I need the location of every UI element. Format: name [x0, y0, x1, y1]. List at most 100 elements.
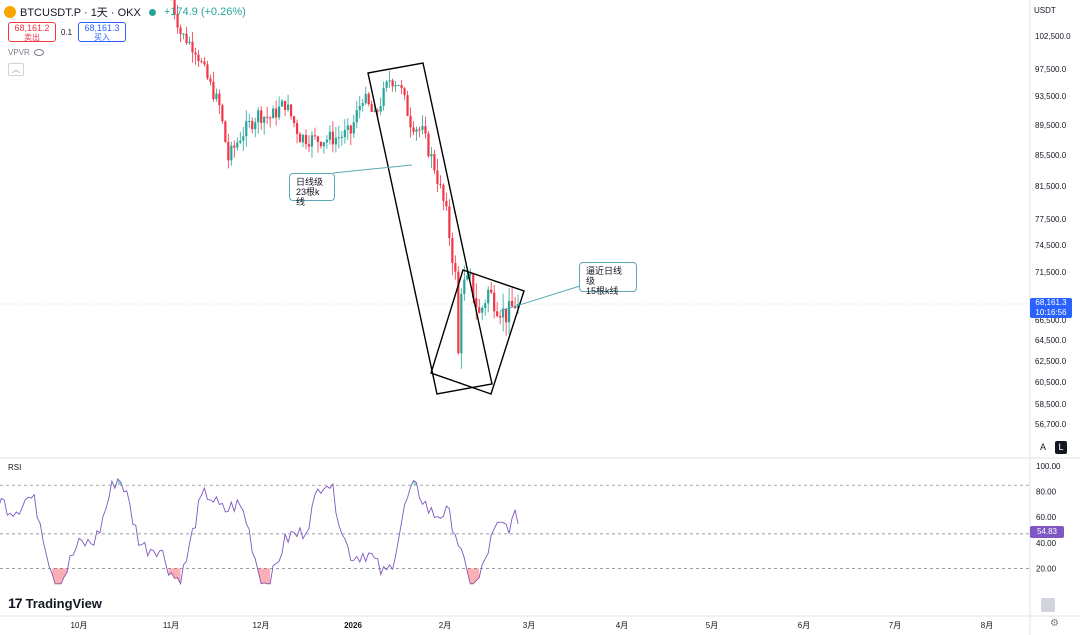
rectangle-drawing-23-bars [367, 62, 493, 395]
candle-body [394, 85, 397, 87]
rsi-oversold-fill [177, 568, 181, 584]
candle-body [203, 61, 206, 65]
chart-header: BTCUSDT.P · 1天 · OKX +174.9 (+0.26%) [4, 4, 246, 20]
candle-body [281, 100, 284, 107]
annotation-daily-23-bars[interactable]: 日线级 23根k线 [289, 173, 335, 207]
rsi-oversold-fill [261, 568, 265, 584]
candle-body [215, 93, 218, 100]
annotation-line: 逼近日线级 [586, 266, 623, 286]
candle-body [516, 304, 520, 309]
candle-body [496, 311, 499, 317]
candle-body [337, 137, 340, 139]
rsi-oversold-fill [267, 568, 271, 584]
price-axis-tick: 81,500.0 [1035, 182, 1067, 191]
candle-body [325, 139, 329, 143]
candle-body [260, 110, 263, 123]
rsi-line [0, 478, 519, 586]
price-axis-tick: 58,500.0 [1035, 400, 1067, 409]
price-axis-tick: 71,500.0 [1035, 268, 1067, 277]
candle-body [367, 93, 370, 105]
candle-body [275, 108, 278, 118]
candle-body [510, 301, 514, 307]
avatar[interactable] [1041, 598, 1055, 612]
candles [171, 0, 520, 369]
time-axis-tick: 10月 [71, 621, 88, 630]
price-axis-tick: 102,500.0 [1035, 32, 1071, 41]
candle-body [254, 122, 257, 130]
candle-body [269, 117, 272, 119]
rsi-oversold-fill [473, 568, 477, 584]
candle-body [433, 154, 436, 171]
candle-body [191, 41, 194, 53]
candle-body [439, 184, 442, 186]
currency-label[interactable]: USDT [1034, 6, 1056, 15]
annotation-line: 15根k线 [586, 286, 619, 296]
vpvr-indicator[interactable]: VPVR [8, 48, 44, 57]
rsi-label[interactable]: RSI [8, 463, 22, 472]
eye-icon[interactable] [33, 49, 44, 56]
candle-body [457, 271, 460, 354]
candle-body [212, 81, 215, 100]
gear-icon[interactable]: ⚙ [1050, 618, 1059, 629]
candle-body [236, 142, 239, 148]
candle-body [466, 275, 469, 280]
rsi-oversold-fill [264, 568, 268, 584]
candle-body [364, 93, 367, 104]
candle-body [251, 121, 254, 130]
price-axis-tick: 85,500.0 [1035, 151, 1067, 160]
candle-body [463, 279, 466, 294]
candle-body [430, 154, 433, 157]
candle-body [397, 85, 400, 87]
rsi-oversold-fill [174, 568, 178, 579]
candle-body [233, 145, 236, 148]
rsi-axis-tick: 100.00 [1036, 462, 1061, 471]
candle-body [194, 52, 197, 55]
rsi-oversold-fill [467, 568, 471, 584]
time-axis-tick: 3月 [523, 621, 535, 630]
sell-button[interactable]: 68,161.2 卖出 [8, 22, 56, 42]
candle-body [352, 122, 355, 134]
annotation-leader-line [499, 285, 581, 312]
price-axis-tick: 64,500.0 [1035, 336, 1067, 345]
last-price-value: 68,161.3 [1035, 298, 1067, 307]
time-axis-tick: 2月 [439, 621, 451, 630]
candle-body [289, 104, 293, 117]
candle-body [310, 135, 314, 147]
time-axis-tick: 6月 [798, 621, 810, 630]
rsi-axis-tick: 20.00 [1036, 564, 1057, 573]
rectangle-drawing-15-bars [430, 269, 525, 395]
price-axis-tick: 77,500.0 [1035, 215, 1067, 224]
rsi-axis-tick: 60.00 [1036, 513, 1057, 522]
candle-body [499, 316, 502, 318]
candle-body [469, 273, 472, 276]
annotation-line: 23根k线 [296, 187, 320, 207]
candle-body [361, 103, 364, 106]
buy-button[interactable]: 68,161.3 买入 [78, 22, 126, 42]
auto-scale-button[interactable]: A [1040, 442, 1047, 452]
candle-body [266, 116, 269, 118]
symbol-title[interactable]: BTCUSDT.P · 1天 · OKX [20, 7, 141, 19]
tradingview-logo[interactable]: 17 TradingView [8, 595, 102, 611]
log-scale-button[interactable]: L [1055, 441, 1067, 454]
candle-body [472, 273, 475, 299]
candle-body [484, 303, 487, 308]
candle-body [242, 136, 245, 141]
candle-body [257, 110, 260, 123]
candle-body [490, 289, 493, 293]
candle-body [245, 121, 248, 137]
rsi-oversold-fill [476, 568, 480, 581]
candle-body [248, 121, 251, 123]
rsi-value-tag: 54.83 [1030, 526, 1064, 538]
annotation-daily-15-bars[interactable]: 逼近日线级 15根k线 [579, 262, 637, 296]
rsi-oversold-fill [171, 568, 175, 579]
candle-body [209, 78, 212, 82]
chevron-up-icon[interactable]: ︿ [8, 63, 24, 76]
rsi-oversold-fill [55, 568, 59, 584]
candle-body [493, 292, 496, 312]
vpvr-label: VPVR [8, 48, 30, 57]
rsi-oversold-fill [64, 568, 68, 577]
rsi-oversold-fill [168, 568, 172, 576]
buy-price: 68,161.3 [84, 23, 120, 33]
